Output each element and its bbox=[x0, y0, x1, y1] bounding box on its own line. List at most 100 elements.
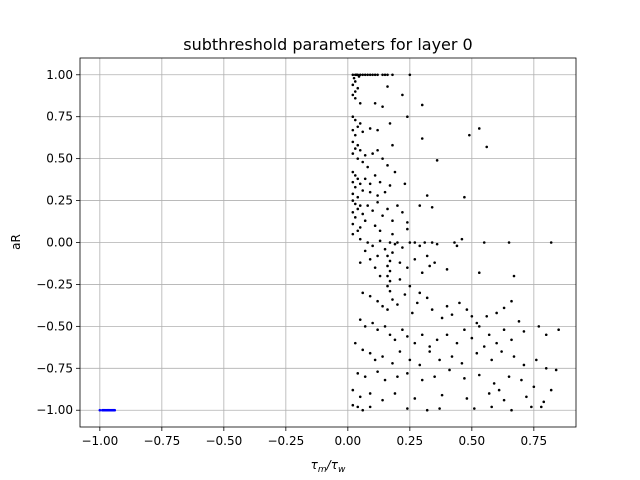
scatter-point bbox=[398, 350, 402, 353]
scatter-point bbox=[490, 405, 493, 409]
scatter-point bbox=[368, 127, 372, 130]
x-tick-label: 0.75 bbox=[520, 434, 547, 448]
scatter-point bbox=[388, 269, 392, 273]
scatter-point bbox=[351, 73, 355, 77]
scatter-point bbox=[351, 232, 355, 236]
scatter-point bbox=[378, 274, 382, 278]
scatter-point bbox=[353, 96, 357, 100]
scatter-point bbox=[537, 325, 541, 328]
scatter-point bbox=[391, 251, 394, 254]
y-tick-label: 0.50 bbox=[46, 152, 73, 166]
scatter-point bbox=[520, 378, 523, 382]
scatter-point bbox=[473, 407, 476, 410]
scatter-point bbox=[420, 333, 424, 337]
scatter-point bbox=[356, 405, 360, 409]
scatter-point bbox=[388, 122, 392, 125]
scatter-point bbox=[425, 254, 429, 258]
scatter-point bbox=[477, 373, 481, 377]
scatter-point bbox=[539, 405, 543, 409]
scatter-point bbox=[413, 397, 417, 400]
scatter-point bbox=[495, 311, 498, 315]
scatter-point bbox=[378, 229, 382, 233]
scatter-point bbox=[475, 321, 479, 325]
scatter-point bbox=[368, 257, 372, 261]
scatter-point bbox=[406, 372, 409, 375]
scatter-point bbox=[430, 241, 434, 244]
scatter-point bbox=[460, 361, 464, 365]
scatter-point bbox=[391, 73, 394, 77]
scatter-point bbox=[482, 241, 486, 244]
scatter-point bbox=[376, 128, 379, 132]
scatter-point bbox=[386, 308, 389, 311]
scatter-point bbox=[428, 345, 431, 348]
scatter-point bbox=[376, 254, 379, 258]
scatter-point bbox=[425, 194, 429, 197]
scatter-point bbox=[396, 204, 399, 207]
scatter-point bbox=[376, 328, 379, 332]
scatter-point bbox=[381, 355, 384, 358]
scatter-point bbox=[406, 115, 409, 119]
scatter-point bbox=[368, 73, 372, 77]
scatter-point bbox=[487, 392, 491, 395]
scatter-point bbox=[465, 397, 469, 400]
scatter-point bbox=[485, 315, 489, 318]
scatter-point bbox=[406, 227, 409, 231]
scatter-point bbox=[544, 333, 548, 337]
scatter-point bbox=[361, 73, 365, 77]
scatter-point bbox=[386, 73, 389, 77]
x-tick-label: 0.50 bbox=[458, 434, 485, 448]
scatter-point bbox=[420, 137, 424, 140]
scatter-point bbox=[368, 294, 372, 298]
scatter-point bbox=[353, 202, 357, 206]
scatter-point bbox=[366, 204, 369, 207]
scatter-point bbox=[353, 185, 357, 189]
scatter-point bbox=[363, 325, 367, 328]
scatter-point bbox=[388, 279, 392, 283]
scatter-point bbox=[406, 407, 409, 410]
scatter-point bbox=[363, 219, 367, 222]
scatter-point bbox=[366, 241, 369, 244]
scatter-point bbox=[450, 355, 454, 358]
scatter-point bbox=[525, 395, 528, 399]
scatter-point bbox=[391, 361, 394, 365]
scatter-point bbox=[502, 398, 506, 402]
scatter-point bbox=[383, 325, 387, 328]
x-tick-label: −1.00 bbox=[81, 434, 118, 448]
scatter-point bbox=[386, 85, 389, 88]
scatter-point bbox=[393, 392, 397, 395]
scatter-point bbox=[463, 195, 466, 199]
grid bbox=[80, 58, 576, 427]
scatter-point bbox=[361, 291, 365, 295]
scatter-point bbox=[418, 244, 422, 248]
scatter-point bbox=[413, 341, 417, 345]
scatter-point bbox=[507, 241, 511, 244]
x-axis-label: τm/τw bbox=[311, 458, 346, 475]
scatter-point bbox=[415, 301, 419, 305]
scatter-point bbox=[522, 330, 526, 333]
scatter-point bbox=[353, 80, 357, 83]
x-tick-label: 0.00 bbox=[334, 434, 361, 448]
scatter-point bbox=[381, 73, 384, 77]
scatter-point bbox=[440, 316, 444, 320]
scatter-point bbox=[361, 160, 365, 164]
scatter-point bbox=[535, 358, 538, 362]
scatter-point bbox=[381, 214, 384, 217]
scatter-point bbox=[497, 388, 501, 392]
x-tick-label: 0.25 bbox=[396, 434, 423, 448]
scatter-point bbox=[376, 148, 379, 152]
scatter-point bbox=[485, 145, 489, 149]
scatter-point bbox=[393, 242, 397, 246]
y-tick-label: 0.00 bbox=[46, 236, 73, 250]
scatter-point bbox=[368, 190, 372, 194]
scatter-point bbox=[383, 73, 387, 77]
scatter-point bbox=[458, 301, 461, 305]
scatter-point bbox=[401, 93, 404, 97]
scatter-point bbox=[361, 348, 365, 352]
scatter-point bbox=[510, 338, 513, 342]
scatter-point bbox=[557, 328, 560, 332]
scatter-point bbox=[98, 408, 102, 412]
scatter-point bbox=[373, 101, 377, 105]
scatter-point bbox=[403, 293, 407, 296]
scatter-point bbox=[477, 127, 481, 130]
scatter-point bbox=[366, 73, 369, 77]
